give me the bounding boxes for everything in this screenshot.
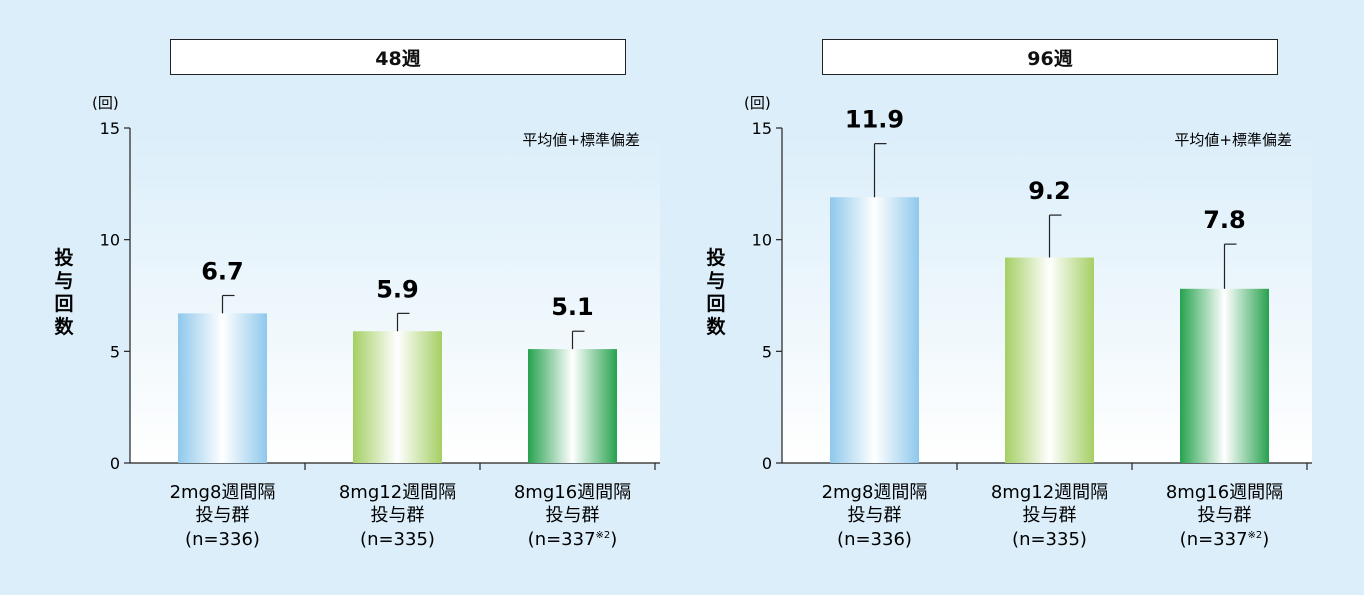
category-label-line1: 8mg16週間隔	[1166, 482, 1283, 503]
category-label-line1: 8mg12週間隔	[991, 482, 1108, 503]
category-label-line1: 2mg8週間隔	[170, 482, 276, 503]
category-label-line3: (n=336)	[185, 529, 260, 550]
y-tick-label: 5	[110, 342, 120, 361]
bar	[528, 349, 617, 463]
category-label-line1: 8mg16週間隔	[514, 482, 631, 503]
data-label: 6.7	[201, 258, 244, 286]
data-label: 5.1	[551, 293, 594, 321]
data-label: 5.9	[376, 275, 419, 303]
category-label-line2: 投与群	[546, 505, 600, 526]
category-label-line3: (n=335)	[360, 529, 435, 550]
bar	[830, 197, 919, 463]
chart-48w: (回)投与回数平均値+標準偏差0510156.72mg8週間隔投与群(n=336…	[54, 94, 660, 550]
panel-title-96w: 96週	[822, 39, 1278, 75]
y-axis-label: 投与回数	[54, 246, 74, 338]
data-label: 11.9	[845, 106, 904, 134]
category-label-line2: 投与群	[196, 505, 250, 526]
category-label-line2: 投与群	[848, 505, 902, 526]
category-label-line2: 投与群	[371, 505, 425, 526]
y-tick-label: 10	[100, 231, 120, 250]
data-label: 9.2	[1028, 177, 1071, 205]
y-tick-label: 15	[752, 119, 772, 138]
category-label-line2: 投与群	[1023, 505, 1077, 526]
unit-label: (回)	[92, 94, 119, 112]
category-label-line1: 2mg8週間隔	[822, 482, 928, 503]
y-tick-label: 0	[762, 454, 772, 473]
y-axis-label: 投与回数	[706, 246, 726, 338]
category-label-line1: 8mg12週間隔	[339, 482, 456, 503]
category-label-line2: 投与群	[1198, 505, 1252, 526]
y-tick-label: 15	[100, 119, 120, 138]
panel-title-48w: 48週	[170, 39, 626, 75]
category-label-line3: (n=337※2)	[1180, 529, 1270, 550]
category-label-line3: (n=336)	[837, 529, 912, 550]
y-tick-label: 5	[762, 342, 772, 361]
stat-note: 平均値+標準偏差	[1174, 131, 1292, 149]
bar	[178, 313, 267, 463]
bar	[1005, 257, 1094, 463]
bar	[1180, 288, 1269, 463]
data-label: 7.8	[1203, 206, 1246, 234]
bar	[353, 331, 442, 463]
unit-label: (回)	[744, 94, 771, 112]
y-tick-label: 10	[752, 231, 772, 250]
category-label-line3: (n=337※2)	[528, 529, 618, 550]
category-label-line3: (n=335)	[1012, 529, 1087, 550]
stat-note: 平均値+標準偏差	[522, 131, 640, 149]
y-tick-label: 0	[110, 454, 120, 473]
